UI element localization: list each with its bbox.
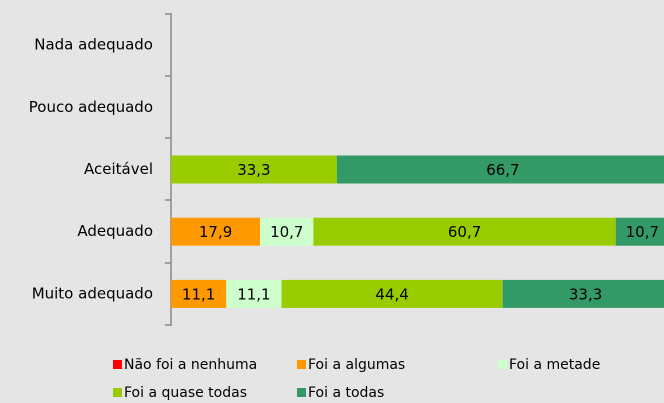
bar-segment: [281, 279, 503, 308]
legend-label: Foi a todas: [308, 385, 384, 401]
legend-label: Foi a quase todas: [124, 385, 247, 401]
legend-label: Foi a algumas: [308, 357, 405, 373]
data-label: 33,3: [237, 161, 270, 179]
bar-segment: [313, 217, 616, 246]
data-label: 33,3: [569, 285, 602, 303]
bar-segment: [615, 217, 664, 246]
bar-segment: [226, 279, 282, 308]
legend-swatch: [498, 360, 507, 369]
data-label: 10,7: [626, 223, 659, 241]
data-label: 60,7: [448, 223, 481, 241]
bar-segment: [171, 279, 227, 308]
y-tick-label: Pouco adequado: [29, 98, 153, 116]
data-label: 10,7: [270, 223, 303, 241]
y-tick-label: Nada adequado: [34, 36, 153, 54]
y-tick-label: Muito adequado: [32, 284, 153, 302]
data-label: 66,7: [486, 161, 519, 179]
y-tick-label: Adequado: [77, 222, 153, 240]
legend-swatch: [297, 388, 306, 397]
bar-segment: [171, 155, 337, 184]
y-tick-label: Aceitável: [84, 160, 153, 178]
bar-segment: [260, 217, 314, 246]
data-label: 44,4: [375, 285, 408, 303]
legend-label: Foi a metade: [509, 357, 600, 373]
data-label: 11,1: [182, 285, 215, 303]
bar-segment: [171, 217, 261, 246]
legend-swatch: [297, 360, 306, 369]
legend-label: Não foi a nenhuma: [124, 357, 257, 373]
data-label: 11,1: [237, 285, 270, 303]
data-label: 17,9: [199, 223, 232, 241]
bar-segment: [336, 155, 664, 184]
legend-swatch: [113, 388, 122, 397]
bar-segment: [502, 279, 664, 308]
legend-swatch: [113, 360, 122, 369]
